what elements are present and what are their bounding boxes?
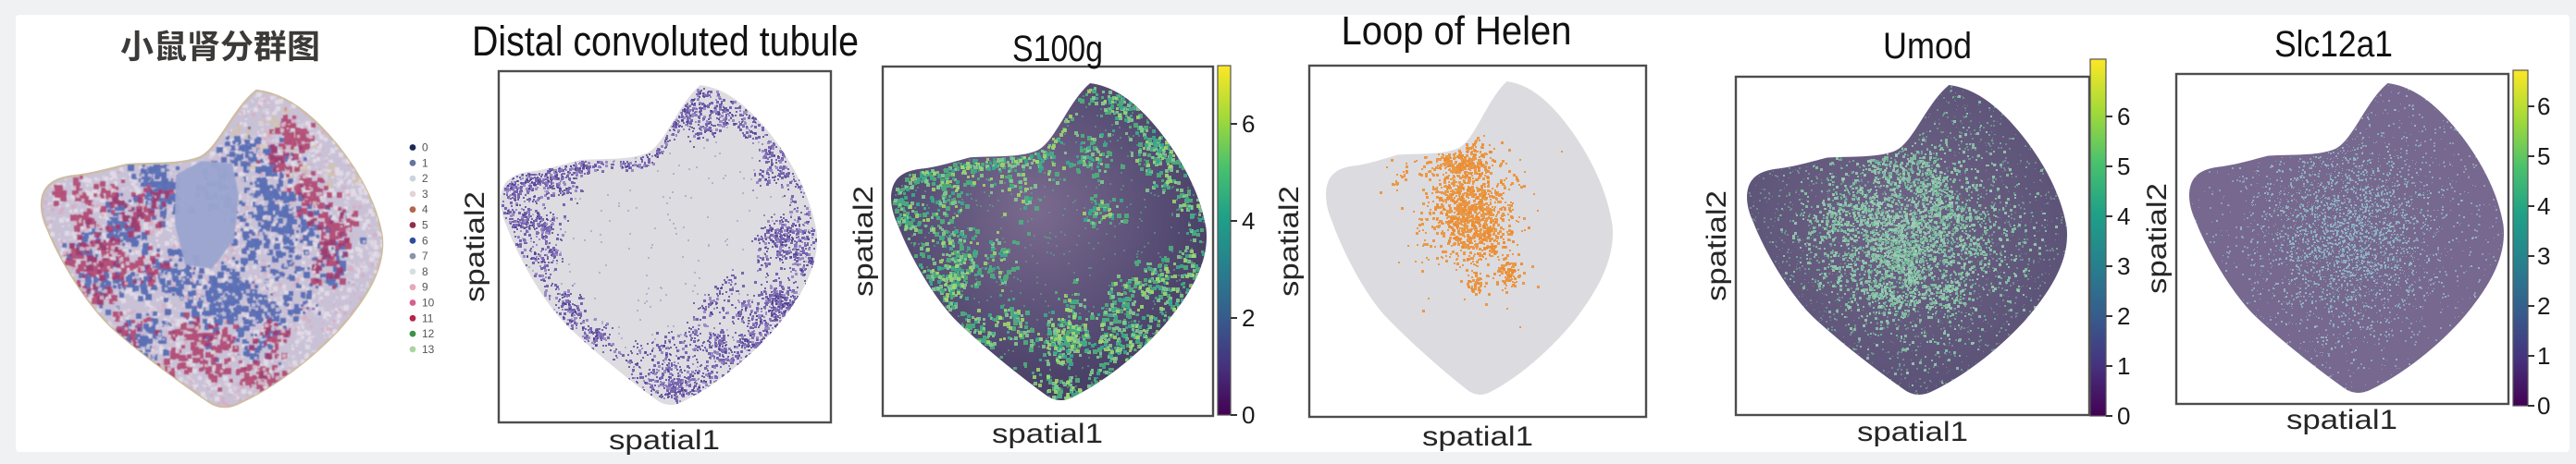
- svg-text:4: 4: [1242, 207, 1255, 235]
- svg-text:6: 6: [2537, 92, 2550, 120]
- svg-text:spatial1: spatial1: [1857, 417, 1968, 447]
- svg-text:0: 0: [2537, 392, 2550, 420]
- svg-text:5: 5: [422, 219, 428, 232]
- svg-text:spatial2: spatial2: [2142, 183, 2173, 294]
- svg-text:3: 3: [2117, 252, 2130, 280]
- svg-text:2: 2: [422, 172, 428, 185]
- svg-text:Umod: Umod: [1883, 26, 1972, 67]
- svg-text:4: 4: [2537, 192, 2550, 220]
- svg-text:10: 10: [422, 297, 435, 310]
- svg-text:spatial1: spatial1: [992, 419, 1103, 449]
- svg-text:4: 4: [2117, 202, 2130, 230]
- svg-text:5: 5: [2117, 153, 2130, 180]
- svg-text:9: 9: [422, 281, 428, 294]
- svg-text:spatial2: spatial2: [460, 191, 490, 302]
- svg-text:0: 0: [1242, 401, 1255, 429]
- svg-text:11: 11: [422, 311, 434, 324]
- svg-text:0: 0: [422, 141, 428, 154]
- svg-text:6: 6: [422, 234, 428, 247]
- svg-text:8: 8: [422, 265, 428, 278]
- svg-text:spatial2: spatial2: [848, 186, 879, 297]
- svg-text:2: 2: [1242, 304, 1255, 332]
- svg-text:5: 5: [2537, 142, 2550, 170]
- svg-text:1: 1: [2537, 342, 2550, 370]
- svg-text:spatial1: spatial1: [2286, 405, 2397, 435]
- svg-text:spatial1: spatial1: [1422, 421, 1533, 452]
- svg-text:3: 3: [422, 188, 428, 201]
- svg-text:1: 1: [2117, 352, 2130, 380]
- svg-text:4: 4: [422, 203, 428, 216]
- svg-text:2: 2: [2537, 292, 2550, 320]
- svg-text:Distal convoluted tubule: Distal convoluted tubule: [472, 18, 859, 65]
- svg-text:S100g: S100g: [1012, 29, 1103, 69]
- svg-text:6: 6: [2117, 103, 2130, 130]
- svg-text:12: 12: [422, 327, 435, 340]
- svg-text:0: 0: [2117, 402, 2130, 430]
- svg-text:7: 7: [422, 250, 428, 263]
- svg-text:spatial2: spatial2: [1274, 186, 1305, 297]
- svg-text:Slc12a1: Slc12a1: [2274, 24, 2393, 65]
- svg-text:1: 1: [422, 156, 428, 169]
- svg-text:Loop of Helen: Loop of Helen: [1342, 8, 1572, 54]
- svg-text:6: 6: [1242, 110, 1255, 138]
- svg-text:spatial2: spatial2: [1702, 190, 1732, 301]
- svg-text:3: 3: [2537, 242, 2550, 270]
- svg-text:spatial1: spatial1: [609, 425, 720, 456]
- svg-text:13: 13: [422, 343, 435, 356]
- svg-text:2: 2: [2117, 302, 2130, 330]
